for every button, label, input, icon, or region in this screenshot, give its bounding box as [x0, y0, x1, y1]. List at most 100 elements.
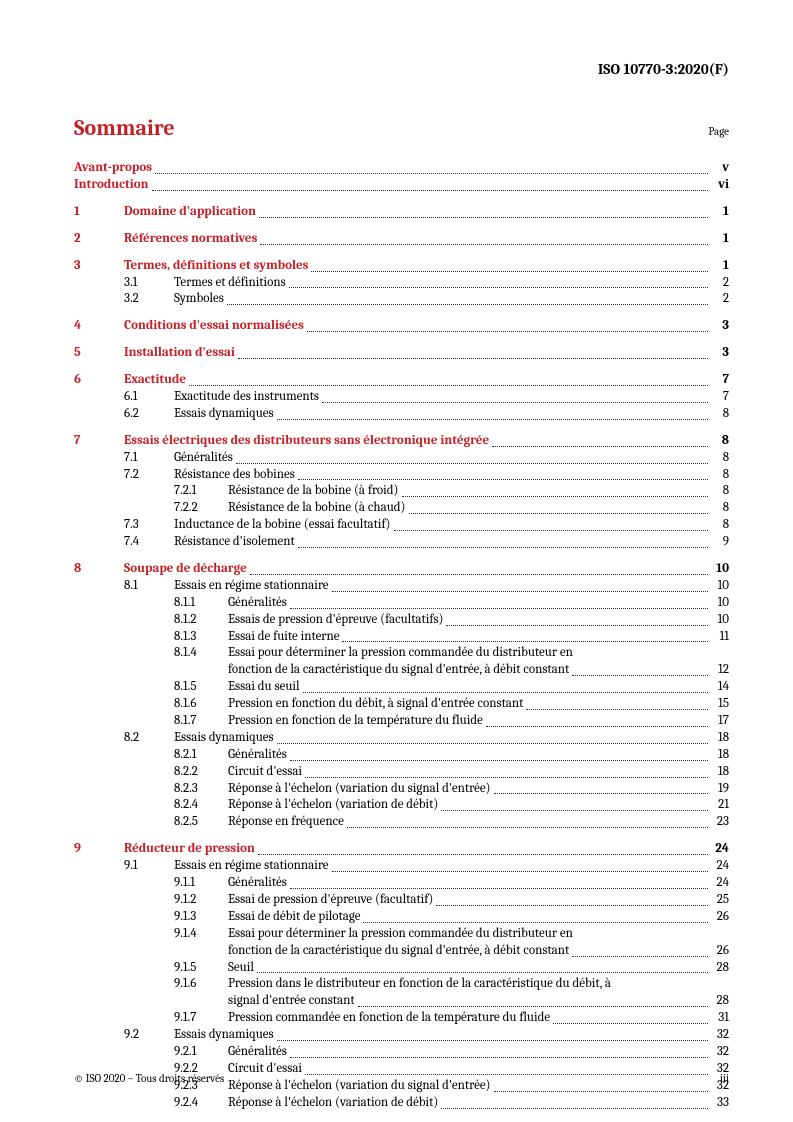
toc-label: Résistance d'isolement — [174, 534, 295, 551]
toc-number: 7.3 — [124, 517, 174, 534]
toc-page: 23 — [711, 814, 729, 831]
toc-leader — [257, 971, 708, 973]
toc-label: signal d'entrée constant — [228, 993, 355, 1010]
toc-row: 8.2.3Réponse à l'échelon (variation du s… — [74, 781, 729, 798]
toc-label: Essai de fuite interne — [228, 629, 339, 646]
toc-number: 8.2.3 — [174, 781, 228, 798]
toc-number: 8.1.7 — [174, 713, 228, 730]
toc-row: 6.1Exactitude des instruments7 — [74, 389, 729, 406]
toc-number: 7.2.2 — [174, 500, 228, 517]
toc-page: 15 — [711, 696, 729, 713]
toc-number: 8.2.4 — [174, 797, 228, 814]
toc-label: Réponse à l'échelon (variation du signal… — [228, 781, 491, 798]
toc-number: 9.1.1 — [174, 875, 228, 892]
toc-label: Pression dans le distributeur en fonctio… — [228, 976, 729, 993]
toc-label: Réducteur de pression — [124, 841, 255, 858]
toc-page: 3 — [711, 345, 729, 362]
toc-page: 8 — [711, 433, 729, 450]
toc-number: 7 — [74, 433, 124, 450]
toc-page: 2 — [711, 275, 729, 292]
toc-page: 14 — [711, 679, 729, 696]
toc-number: 7.2.1 — [174, 483, 228, 500]
toc-leader — [236, 462, 708, 464]
toc-row: 7.3Inductance de la bobine (essai facult… — [74, 517, 729, 534]
toc-number: 5 — [74, 345, 124, 362]
toc-page: 10 — [711, 578, 729, 595]
toc-row: 8.2.1Généralités18 — [74, 747, 729, 764]
toc-page: v — [711, 160, 729, 177]
document-id: ISO 10770-3:2020(F) — [74, 60, 729, 80]
toc-number: 9.2.4 — [174, 1095, 228, 1112]
toc-row: Avant-proposv — [74, 160, 729, 177]
toc-leader — [572, 674, 708, 676]
toc-leader — [342, 640, 708, 642]
toc-number: 6 — [74, 372, 124, 389]
toc-page: 1 — [711, 258, 729, 275]
toc-page: 18 — [711, 764, 729, 781]
toc-label-wrap: Essai pour déterminer la pression comman… — [228, 645, 729, 679]
toc-page: 24 — [711, 875, 729, 892]
toc-page: 18 — [711, 730, 729, 747]
toc-label: Essais en régime stationnaire — [174, 578, 329, 595]
toc-row: 8.1.7Pression en fonction de la températ… — [74, 713, 729, 730]
toc-page: 33 — [711, 1095, 729, 1112]
toc-row: 9.1.1Généralités24 — [74, 875, 729, 892]
toc-page: 26 — [711, 909, 729, 926]
toc-row: 7.1Généralités8 — [74, 450, 729, 467]
toc-leader — [290, 607, 708, 609]
toc-leader — [277, 418, 708, 420]
toc-label: Termes, définitions et symboles — [124, 258, 308, 275]
page-footer: © ISO 2020 – Tous droits réservés iii — [74, 1072, 729, 1086]
toc-label: Généralités — [174, 450, 233, 467]
toc-leader — [402, 495, 709, 497]
toc-label: Symboles — [174, 291, 224, 308]
toc-row: 3.1Termes et définitions2 — [74, 275, 729, 292]
toc-number: 9.2 — [124, 1027, 174, 1044]
toc-row: 8.2Essais dynamiques18 — [74, 730, 729, 747]
toc-page: 18 — [711, 747, 729, 764]
toc-leader — [492, 445, 708, 447]
toc-leader — [441, 809, 708, 811]
page-column-header: Page — [708, 125, 729, 139]
toc-number: 2 — [74, 231, 124, 248]
toc-number: 7.2 — [124, 467, 174, 484]
toc-label: Généralités — [228, 595, 287, 612]
toc-leader — [363, 921, 708, 923]
toc-page: 31 — [711, 1010, 729, 1027]
toc-leader — [290, 887, 708, 889]
toc-number: 9.1.7 — [174, 1010, 228, 1027]
toc-row: 9.1.4Essai pour déterminer la pression c… — [74, 926, 729, 960]
toc-number: 8.2.2 — [174, 764, 228, 781]
toc-leader — [494, 1090, 708, 1092]
toc-leader — [526, 708, 708, 710]
toc-page: 3 — [711, 318, 729, 335]
toc-label: Soupape de décharge — [124, 561, 247, 578]
toc-label: Essai pour déterminer la pression comman… — [228, 645, 729, 662]
toc-number: 7.4 — [124, 534, 174, 551]
toc-page: 7 — [711, 389, 729, 406]
toc-row: 9.2.1Généralités32 — [74, 1044, 729, 1061]
toc-leader — [486, 725, 708, 727]
toc-label: Pression commandée en fonction de la tem… — [228, 1010, 550, 1027]
toc-leader — [259, 216, 708, 218]
toc-number: 3 — [74, 258, 124, 275]
toc-number: 9.1.6 — [174, 976, 228, 993]
toc-row: 9.1.3Essai de débit de pilotage26 — [74, 909, 729, 926]
toc-leader — [250, 573, 708, 575]
toc-page: 26 — [711, 943, 729, 960]
toc-label: Essais dynamiques — [174, 730, 274, 747]
toc-page: vi — [711, 177, 729, 194]
toc-number: 9.2.1 — [174, 1044, 228, 1061]
toc-page: 9 — [711, 534, 729, 551]
toc-row: 9.1.7Pression commandée en fonction de l… — [74, 1010, 729, 1027]
toc-number: 4 — [74, 318, 124, 335]
toc-leader — [553, 1022, 708, 1024]
page: ISO 10770-3:2020(F) Sommaire Page Avant-… — [0, 0, 793, 1122]
toc-label: Essai du seuil — [228, 679, 300, 696]
toc-number: 8.1.2 — [174, 612, 228, 629]
toc-row: 7.2Résistance des bobines8 — [74, 467, 729, 484]
toc-label: Résistance de la bobine (à chaud) — [228, 500, 406, 517]
toc-page: 24 — [711, 858, 729, 875]
toc-page: 8 — [711, 517, 729, 534]
toc-row: 6.2Essais dynamiques8 — [74, 406, 729, 423]
